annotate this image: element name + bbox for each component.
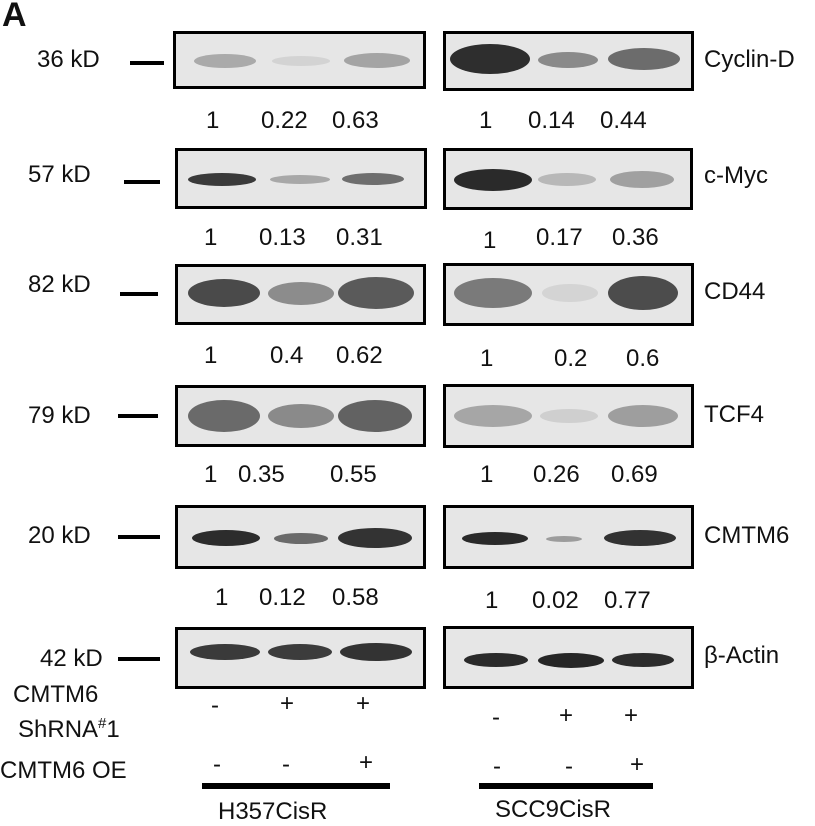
ratio-tcf4-h357-1: 1: [204, 461, 218, 488]
target-label-beta-actin: β-Actin: [704, 642, 780, 669]
ratio-c-myc-h357-1: 1: [204, 224, 218, 251]
mw-label-cyclin-d: 36 kD: [37, 46, 100, 73]
ratio-cd44-scc9-1: 1: [480, 345, 494, 372]
target-label-cyclin-d: Cyclin-D: [704, 46, 795, 73]
ratio-c-myc-h357-3: 0.31: [336, 224, 383, 251]
ratio-cmtm6-scc9-1: 1: [485, 587, 499, 614]
ratio-cmtm6-h357-3: 0.58: [332, 584, 379, 611]
ratio-cd44-h357-3: 0.62: [336, 342, 383, 369]
blot-tcf4-scc9: [443, 384, 694, 448]
cell-line-label-scc9: SCC9CisR: [495, 796, 612, 823]
ratio-cmtm6-scc9-3: 0.77: [604, 587, 651, 614]
group-bar-h357: [202, 783, 390, 789]
target-label-cmtm6: CMTM6: [704, 522, 790, 549]
mw-label-tcf4: 79 kD: [28, 402, 91, 429]
blot-cyclin-d-scc9: [443, 31, 694, 91]
ratio-c-myc-h357-2: 0.13: [259, 224, 306, 251]
ratio-cyclin-d-scc9-3: 0.44: [600, 107, 647, 134]
oe-sign-scc9-2: -: [565, 753, 573, 780]
blot-c-myc-h357: [175, 148, 427, 209]
cell-line-label-h357: H357CisR: [218, 798, 328, 825]
oe-sign-h357-1: -: [213, 751, 221, 778]
shrna-sign-h357-3: +: [355, 690, 370, 717]
mw-label-cd44: 82 kD: [28, 271, 91, 298]
ratio-tcf4-scc9-1: 1: [480, 461, 494, 488]
mw-tick-c-myc: [124, 180, 160, 184]
ratio-c-myc-scc9-2: 0.17: [536, 224, 583, 251]
blot-tcf4-h357: [175, 385, 426, 447]
ratio-tcf4-scc9-2: 0.26: [533, 461, 580, 488]
blot-c-myc-scc9: [443, 148, 693, 210]
shrna-sign-scc9-1: -: [492, 704, 500, 731]
ratio-cmtm6-h357-1: 1: [215, 584, 229, 611]
oe-label: CMTM6 OE: [0, 757, 127, 784]
blot-beta-actin-h357: [175, 627, 426, 689]
mw-tick-tcf4: [118, 414, 158, 418]
ratio-cyclin-d-scc9-1: 1: [479, 107, 493, 134]
ratio-cyclin-d-scc9-2: 0.14: [528, 107, 575, 134]
panel-label: A: [2, 0, 27, 34]
shrna-label-line1: CMTM6: [13, 681, 99, 708]
mw-tick-cmtm6: [118, 535, 160, 539]
blot-cmtm6-scc9: [443, 505, 694, 569]
ratio-tcf4-h357-3: 0.55: [330, 461, 377, 488]
blot-cyclin-d-h357: [173, 31, 426, 89]
ratio-cyclin-d-h357-2: 0.22: [261, 107, 308, 134]
shrna-label-line2: ShRNA#1: [18, 715, 120, 743]
mw-tick-cyclin-d: [130, 61, 164, 65]
ratio-cmtm6-h357-2: 0.12: [259, 584, 306, 611]
group-bar-scc9: [479, 783, 653, 789]
mw-label-c-myc: 57 kD: [28, 161, 91, 188]
blot-cmtm6-h357: [175, 505, 426, 569]
mw-label-beta-actin: 42 kD: [40, 645, 103, 672]
blot-beta-actin-scc9: [443, 626, 694, 689]
ratio-tcf4-h357-2: 0.35: [238, 461, 285, 488]
ratio-c-myc-scc9-3: 0.36: [612, 224, 659, 251]
shrna-sign-scc9-3: +: [623, 702, 638, 729]
ratio-cd44-h357-1: 1: [204, 342, 218, 369]
target-label-cd44: CD44: [704, 278, 766, 305]
oe-sign-scc9-1: -: [493, 753, 501, 780]
ratio-tcf4-scc9-3: 0.69: [611, 461, 658, 488]
target-label-tcf4: TCF4: [704, 401, 764, 428]
target-label-c-myc: c-Myc: [704, 162, 768, 189]
ratio-cd44-h357-2: 0.4: [270, 342, 304, 369]
ratio-cd44-scc9-3: 0.6: [626, 345, 660, 372]
oe-sign-h357-2: -: [282, 751, 290, 778]
blot-cd44-h357: [175, 264, 426, 325]
ratio-cyclin-d-h357-3: 0.63: [332, 107, 379, 134]
oe-sign-h357-3: +: [358, 749, 373, 776]
mw-tick-beta-actin: [118, 657, 160, 661]
blot-cd44-scc9: [443, 263, 694, 326]
ratio-cyclin-d-h357-1: 1: [206, 107, 220, 134]
ratio-c-myc-scc9-1: 1: [483, 227, 497, 254]
mw-label-cmtm6: 20 kD: [28, 522, 91, 549]
shrna-sign-scc9-2: +: [558, 702, 573, 729]
shrna-sign-h357-2: +: [279, 690, 294, 717]
shrna-sign-h357-1: -: [211, 692, 219, 719]
ratio-cmtm6-scc9-2: 0.02: [532, 587, 579, 614]
oe-sign-scc9-3: +: [629, 751, 644, 778]
ratio-cd44-scc9-2: 0.2: [554, 345, 588, 372]
mw-tick-cd44: [120, 292, 158, 296]
